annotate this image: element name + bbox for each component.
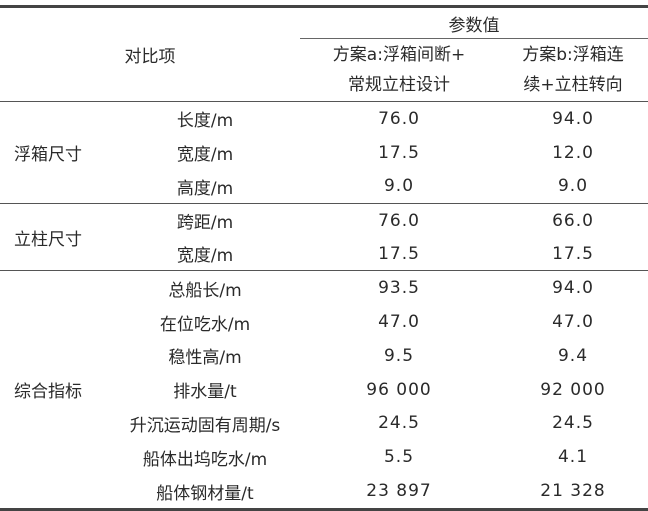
scheme-b-value: 92 000 <box>540 379 606 400</box>
scheme-b-header: 方案b:浮箱连 续+立柱转向 <box>498 39 648 102</box>
comparison-table: 对比项 参数值 方案a:浮箱间断+ 常规立柱设计 方案b:浮箱连 续+立柱转向 … <box>0 5 648 511</box>
item-label: 升沉运动固有周期/s <box>129 415 281 436</box>
item-label: 在位吃水/m <box>159 314 251 335</box>
group-label: 综合指标 <box>0 270 110 511</box>
scheme-a-value: 96 000 <box>366 379 432 400</box>
table-row: 排水量/t 96 000 92 000 <box>0 373 648 407</box>
table-row: 浮箱尺寸 长度/m 76.0 94.0 <box>0 100 648 204</box>
scheme-b-value: 21 328 <box>498 474 648 511</box>
scheme-b-value: 12.0 <box>552 142 594 163</box>
scheme-a-value: 17.5 <box>378 142 420 163</box>
scheme-b-value: 9.0 <box>557 176 589 197</box>
scheme-a-value: 76.0 <box>300 203 498 238</box>
item-label: 稳性高/m <box>168 348 242 369</box>
table-row: 宽度/m 17.5 12.0 <box>0 136 648 170</box>
item-label: 宽度/m <box>176 246 234 267</box>
item-label: 长度/m <box>110 100 300 136</box>
scheme-a-value: 9.5 <box>383 345 415 366</box>
scheme-b-value: 9.4 <box>557 345 589 366</box>
params-header: 参数值 <box>300 5 648 39</box>
scheme-a-value: 47.0 <box>378 312 420 333</box>
scheme-a-value: 24.5 <box>378 413 420 434</box>
table-row: 在位吃水/m 47.0 47.0 <box>0 305 648 339</box>
header-row-1: 对比项 参数值 <box>0 5 648 102</box>
scheme-a-line-1: 方案a:浮箱间断+ <box>332 45 466 65</box>
scheme-b-value: 17.5 <box>552 243 594 264</box>
table-row: 综合指标 总船长/m 93.5 94.0 <box>0 270 648 511</box>
scheme-a-line-2: 常规立柱设计 <box>348 75 450 95</box>
scheme-a-value: 17.5 <box>378 243 420 264</box>
scheme-a-value: 76.0 <box>300 100 498 136</box>
table-row: 高度/m 9.0 9.0 <box>0 170 648 204</box>
scheme-a-value: 9.0 <box>383 176 415 197</box>
item-label: 船体出坞吃水/m <box>142 449 268 470</box>
item-label: 宽度/m <box>176 145 234 166</box>
scheme-b-value: 24.5 <box>552 413 594 434</box>
table-row: 宽度/m 17.5 17.5 <box>0 237 648 271</box>
table-row: 船体钢材量/t 23 897 21 328 <box>0 474 648 511</box>
scheme-a-header: 方案a:浮箱间断+ 常规立柱设计 <box>300 39 498 102</box>
item-column-header: 对比项 <box>0 5 300 102</box>
item-label: 排水量/t <box>173 382 237 403</box>
scheme-b-value: 4.1 <box>557 447 589 468</box>
scheme-a-value: 5.5 <box>383 447 415 468</box>
scheme-b-value: 47.0 <box>552 312 594 333</box>
scheme-b-line-2: 续+立柱转向 <box>523 75 623 95</box>
scheme-b-value: 94.0 <box>498 100 648 136</box>
table-row: 升沉运动固有周期/s 24.5 24.5 <box>0 407 648 441</box>
item-label: 总船长/m <box>110 270 300 306</box>
item-label: 高度/m <box>176 178 234 199</box>
scheme-b-value: 94.0 <box>498 270 648 306</box>
table-row: 稳性高/m 9.5 9.4 <box>0 339 648 373</box>
scheme-a-value: 93.5 <box>300 270 498 306</box>
group-label: 浮箱尺寸 <box>0 100 110 204</box>
scheme-a-value: 23 897 <box>300 474 498 511</box>
scheme-b-value: 66.0 <box>498 203 648 238</box>
item-label: 船体钢材量/t <box>110 474 300 511</box>
table-row: 船体出坞吃水/m 5.5 4.1 <box>0 440 648 474</box>
table-row: 立柱尺寸 跨距/m 76.0 66.0 <box>0 203 648 271</box>
header-row-2: 方案a:浮箱间断+ 常规立柱设计 方案b:浮箱连 续+立柱转向 <box>0 39 648 102</box>
scheme-b-line-1: 方案b:浮箱连 <box>522 45 624 65</box>
group-label: 立柱尺寸 <box>0 203 110 271</box>
item-label: 跨距/m <box>110 203 300 238</box>
